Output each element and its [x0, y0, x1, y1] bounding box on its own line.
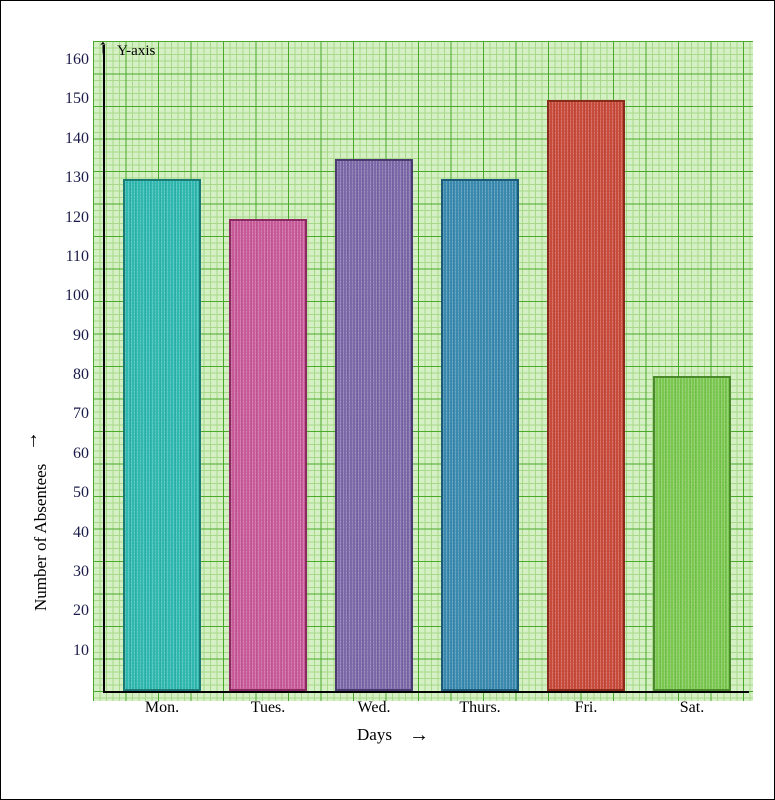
y-tick-label: 140: [55, 130, 89, 148]
y-axis-top-arrow-icon: ↑: [98, 37, 108, 57]
x-axis-line: [103, 691, 749, 693]
x-tick-label: Fri.: [575, 699, 598, 717]
y-tick-label: 100: [55, 287, 89, 305]
y-tick-label: 120: [55, 209, 89, 227]
y-tick-label: 70: [55, 405, 89, 423]
x-tick-label: Sat.: [680, 699, 704, 717]
y-axis-tag: Y-axis: [117, 43, 155, 60]
y-tick-label: 130: [55, 169, 89, 187]
y-tick-label: 40: [55, 524, 89, 542]
x-tick-label: Wed.: [358, 699, 391, 717]
bar: [123, 179, 201, 691]
y-axis-line: [103, 45, 105, 691]
bar: [335, 159, 413, 691]
y-axis-arrow-icon: →: [21, 431, 41, 451]
y-tick-label: 160: [55, 51, 89, 69]
bar: [653, 376, 731, 691]
y-axis-title: Number of Absentees: [31, 464, 51, 611]
y-tick-label: 150: [55, 90, 89, 108]
bar: [229, 219, 307, 692]
bar: [441, 179, 519, 691]
x-axis-arrow-icon: →: [409, 725, 429, 745]
y-tick-label: 110: [55, 248, 89, 266]
x-tick-label: Mon.: [145, 699, 179, 717]
chart-frame: Number of Absentees → Days → Y-axis ↑ 10…: [0, 0, 775, 800]
x-tick-label: Thurs.: [459, 699, 500, 717]
y-tick-label: 10: [55, 642, 89, 660]
y-tick-label: 30: [55, 563, 89, 581]
y-tick-label: 60: [55, 445, 89, 463]
y-tick-label: 50: [55, 484, 89, 502]
x-axis-title: Days: [357, 725, 392, 745]
y-tick-label: 20: [55, 602, 89, 620]
y-tick-label: 80: [55, 366, 89, 384]
plot-area: [93, 41, 753, 701]
y-tick-label: 90: [55, 327, 89, 345]
x-tick-label: Tues.: [251, 699, 286, 717]
bar: [547, 100, 625, 691]
